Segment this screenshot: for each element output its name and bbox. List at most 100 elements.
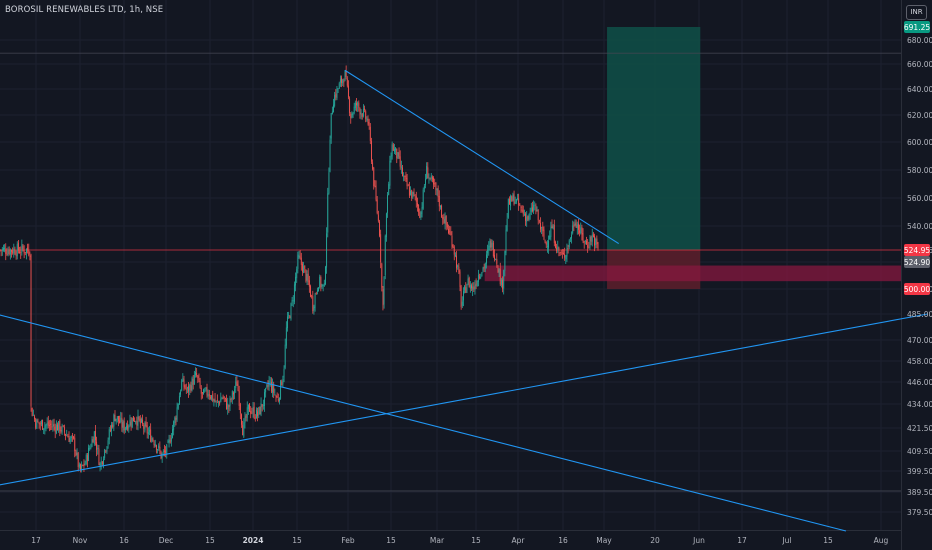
price-tick-label: 485.00: [907, 310, 932, 319]
candle-body-up: [529, 212, 531, 215]
candle-body-up: [395, 147, 397, 151]
candle-body-down: [431, 177, 433, 180]
candle-body-down: [411, 190, 413, 199]
candle-body-down: [551, 224, 553, 229]
price-badge: [904, 256, 930, 268]
candle-body-down: [12, 250, 14, 254]
candle-body-down: [350, 113, 352, 118]
candle-body-down: [250, 410, 252, 414]
candle-body-down: [254, 417, 256, 419]
candle-body-up: [504, 251, 506, 271]
trendline-falling-support[interactable]: [0, 312, 847, 532]
zones-layer: [484, 27, 901, 289]
candle-body-up: [4, 247, 6, 250]
candle-body-down: [31, 408, 33, 417]
candle-body-up: [426, 165, 428, 179]
candle-body-up: [168, 438, 170, 442]
time-tick-label: Dec: [159, 536, 174, 545]
trendlines-layer[interactable]: [0, 69, 928, 532]
grid-layer: [0, 0, 902, 550]
candle-body-down: [53, 424, 55, 427]
candle-body-down: [567, 248, 569, 249]
candle-body-up: [283, 368, 285, 378]
candle-body-up: [330, 113, 332, 139]
candle-body-up: [360, 112, 362, 115]
candle-body-down: [47, 421, 49, 426]
time-tick-label: 17: [31, 536, 41, 545]
candle-body-down: [496, 259, 498, 264]
candle-body-up: [44, 425, 46, 429]
price-tick-label: 660.00: [907, 60, 932, 69]
candle-body-up: [296, 269, 298, 279]
price-tick-label: 540.00: [907, 222, 932, 231]
candle-body-up: [162, 451, 164, 453]
candle-body-up: [298, 255, 300, 257]
candle-body-up: [177, 403, 179, 409]
candle-body-down: [65, 434, 66, 436]
candle-body-up: [357, 102, 359, 106]
candle-body-up: [295, 276, 296, 286]
candle-body-down: [479, 276, 480, 278]
candle-body-up: [55, 424, 57, 434]
candle-body-down: [581, 227, 583, 235]
candle-body-down: [289, 316, 291, 319]
candle-body-down: [305, 269, 307, 281]
price-badge: [904, 21, 930, 33]
price-badge-label: 500.00: [904, 285, 930, 294]
price-tick-label: 580.00: [907, 166, 932, 175]
candle-body-down: [190, 385, 192, 391]
candle-body-down: [445, 215, 447, 225]
candle-body-up: [211, 395, 213, 400]
trendline-falling-resistance[interactable]: [344, 69, 619, 245]
time-tick-label: Mar: [430, 536, 445, 545]
candle-body-down: [427, 167, 429, 179]
candle-body-down: [405, 175, 407, 179]
candle-body-up: [316, 290, 318, 292]
candle-body-down: [520, 206, 522, 209]
candle-body-up: [144, 423, 146, 431]
candle-body-down: [143, 424, 145, 429]
candle-body-up: [430, 175, 432, 179]
time-tick-label: 15: [823, 536, 833, 545]
candle-body-down: [442, 216, 444, 220]
candle-body-up: [129, 419, 131, 427]
trendline-rising-support[interactable]: [0, 313, 928, 487]
candle-body-down: [590, 236, 592, 242]
candle-body-down: [406, 177, 408, 187]
candle-body-down: [335, 93, 337, 98]
candle-body-up: [390, 155, 392, 162]
candle-body-up: [234, 389, 236, 394]
candle-body-up: [13, 248, 15, 254]
candle-body-down: [259, 406, 261, 415]
candle-body-down: [433, 178, 434, 185]
candle-body-down: [192, 378, 194, 385]
candle-body-up: [550, 226, 552, 237]
candle-body-up: [384, 235, 386, 276]
candle-body-down: [473, 286, 475, 290]
candle-body-down: [14, 249, 16, 255]
candle-body-up: [131, 417, 133, 427]
candle-body-up: [231, 391, 233, 400]
candle-body-down: [159, 446, 161, 451]
candle-body-up: [52, 424, 54, 427]
candle-body-down: [300, 257, 302, 265]
candle-body-up: [103, 459, 104, 465]
candle-body-up: [306, 274, 308, 281]
time-axis[interactable]: 17 Nov 16 Dec 15 2024 15 Feb 15 Mar 15 Apr 16 May 20 Ju…: [31, 536, 888, 545]
candle-body-down: [109, 430, 111, 431]
candle-body-up: [108, 429, 110, 440]
candle-body-up: [526, 216, 528, 222]
candle-body-down: [230, 398, 232, 400]
candle-body-down: [382, 289, 384, 306]
candle-body-up: [293, 284, 295, 302]
candle-body-up: [334, 95, 336, 106]
candle-body-up: [477, 275, 479, 282]
candle-body-up: [36, 419, 38, 429]
price-axis[interactable]: 680.00 660.00 640.00 620.00 600.00 580.00 560.…: [907, 36, 932, 517]
candle-body-down: [24, 251, 26, 253]
currency-button[interactable]: INR: [906, 5, 927, 20]
candle-body-up: [322, 284, 324, 286]
candle-body-up: [7, 250, 9, 255]
candle-body-down: [132, 416, 134, 422]
